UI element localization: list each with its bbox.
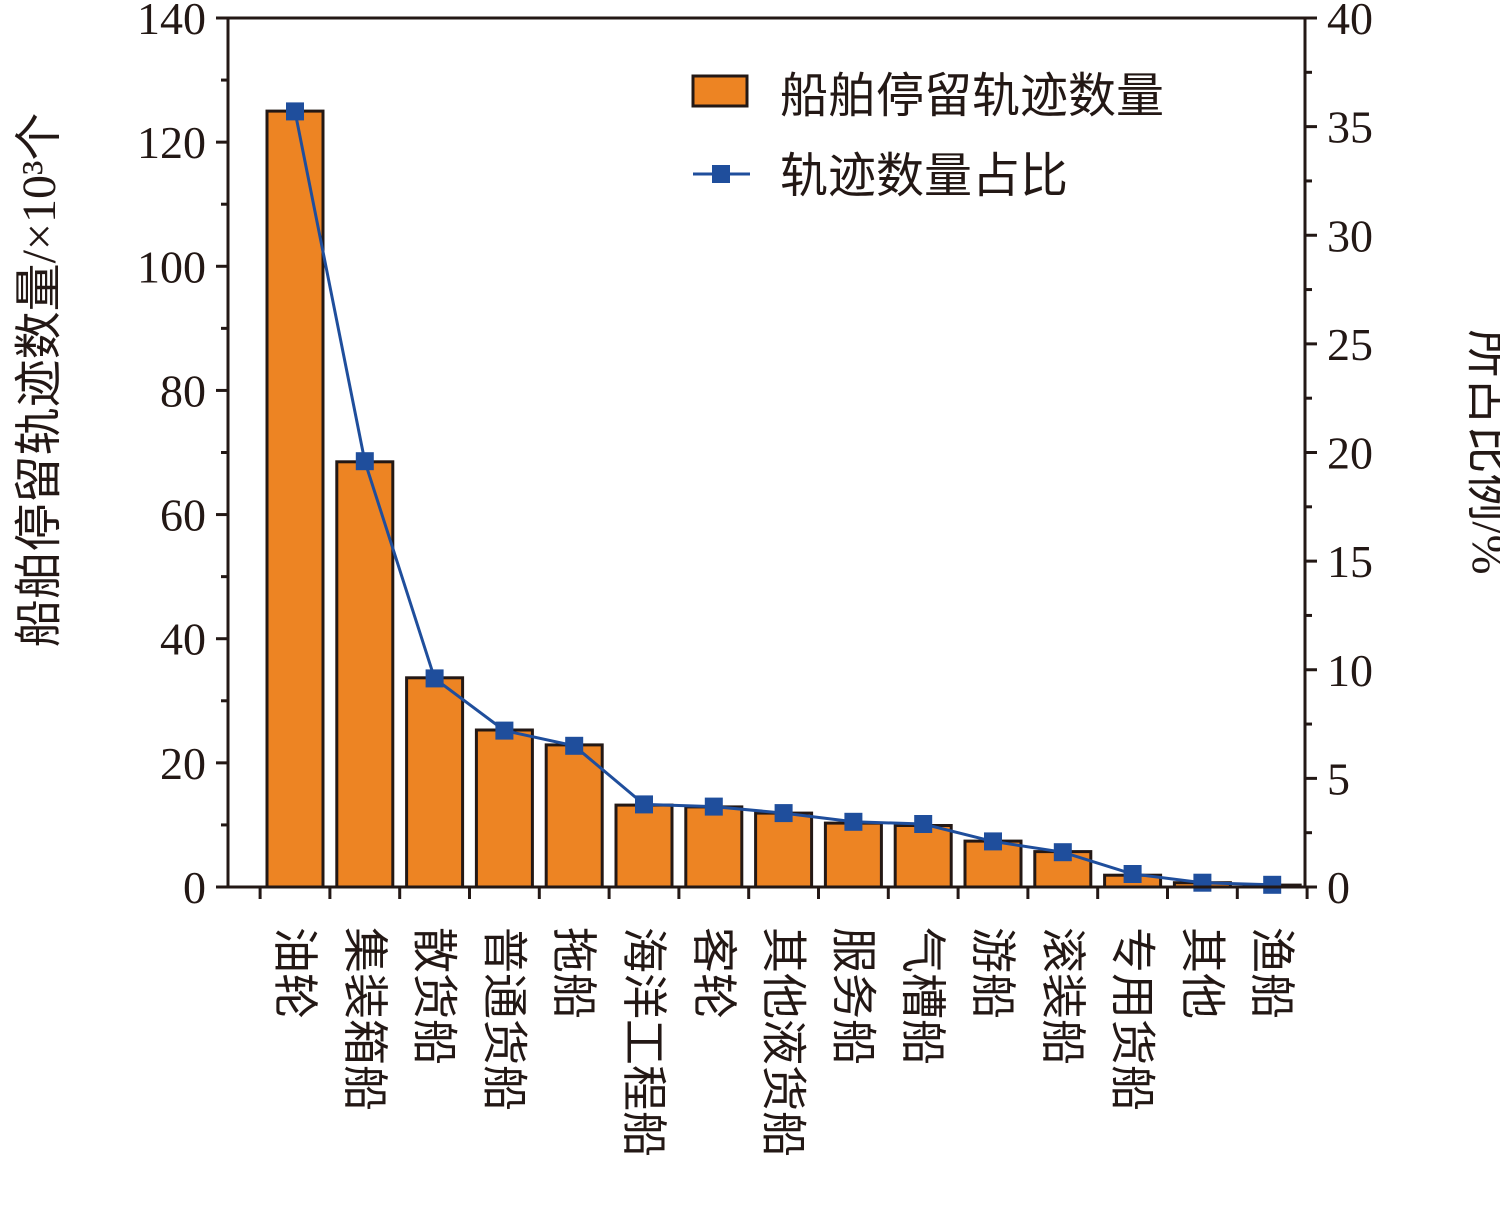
y-tick-label: 140 [137, 0, 206, 44]
y-axis-title: 船舶停留轨迹数量/×10³个 [13, 113, 66, 648]
share-marker-11 [1053, 843, 1072, 862]
y2-tick-label: 35 [1327, 102, 1373, 153]
y-tick-label: 0 [183, 862, 206, 913]
share-marker-2 [425, 669, 444, 688]
share-marker-6 [704, 797, 723, 816]
category-label-5: 海洋工程船 [618, 927, 669, 1157]
share-marker-12 [1123, 865, 1142, 883]
share-marker-9 [914, 815, 933, 833]
bar-7 [754, 811, 814, 889]
bar-4 [544, 743, 604, 889]
legend: 船舶停留轨迹数量 轨迹数量占比 [691, 70, 1164, 203]
category-label-13: 其他 [1176, 927, 1227, 1019]
y2-tick-label: 15 [1327, 536, 1373, 587]
line-layer [286, 102, 1282, 894]
share-marker-10 [984, 832, 1002, 851]
bar-6 [684, 805, 744, 889]
share-marker-3 [495, 721, 514, 740]
category-label-14: 渔船 [1246, 927, 1297, 1019]
bar-0 [265, 109, 325, 889]
share-marker-7 [774, 804, 793, 823]
y2-tick-label: 0 [1327, 862, 1350, 913]
share-marker-14 [1263, 875, 1282, 894]
share-marker-5 [635, 795, 653, 814]
y-tick-label: 100 [137, 241, 206, 292]
category-label-1: 集装箱船 [339, 927, 390, 1111]
y2-tick-label: 10 [1327, 645, 1373, 696]
y2-tick-label: 40 [1327, 0, 1373, 44]
share-marker-8 [844, 812, 863, 831]
y-tick-label: 120 [137, 117, 206, 168]
y2-tick-label: 5 [1327, 753, 1350, 804]
legend-swatch-bar [691, 74, 749, 108]
bar-2 [405, 676, 465, 889]
bar-1 [335, 460, 395, 889]
bar-3 [474, 728, 534, 889]
category-label-4: 拖船 [548, 927, 599, 1019]
share-marker-4 [565, 736, 584, 755]
bar-9 [893, 824, 953, 889]
legend-label-line: 轨迹数量占比 [780, 150, 1068, 203]
bar-5 [614, 803, 674, 889]
share-marker-13 [1193, 873, 1212, 892]
category-label-10: 游船 [967, 927, 1018, 1019]
y-tick-label: 60 [160, 490, 206, 541]
bars-layer [265, 109, 1302, 889]
share-marker-0 [286, 102, 304, 121]
ticks-layer [216, 16, 1317, 899]
legend-label-bar: 船舶停留轨迹数量 [780, 70, 1164, 123]
category-label-9: 气槽船 [897, 927, 948, 1065]
share-marker-1 [355, 452, 374, 471]
bar-8 [823, 821, 883, 889]
y2-tick-label: 25 [1327, 319, 1373, 370]
y-tick-label: 20 [160, 738, 206, 789]
y-tick-label: 40 [160, 614, 206, 665]
category-label-12: 专用货船 [1107, 927, 1158, 1111]
y-tick-label: 80 [160, 365, 206, 416]
y2-tick-label: 30 [1327, 210, 1373, 261]
category-label-2: 散货船 [409, 927, 460, 1065]
category-label-8: 服务船 [827, 927, 878, 1065]
category-label-7: 其他液货船 [758, 927, 809, 1157]
category-label-6: 客轮 [688, 927, 739, 1019]
category-label-11: 滚装船 [1037, 927, 1088, 1065]
category-label-3: 普通货船 [478, 927, 529, 1111]
legend-swatch-marker [712, 165, 730, 183]
y2-tick-label: 20 [1327, 428, 1373, 479]
y2-axis-title: 所占比例/% [1462, 329, 1500, 574]
labels-layer: 0 20 40 60 80 100 120 140 0 5 10 15 20 25 30 35 40 油轮 集装箱船… [137, 0, 1373, 1157]
category-label-0: 油轮 [269, 927, 320, 1019]
